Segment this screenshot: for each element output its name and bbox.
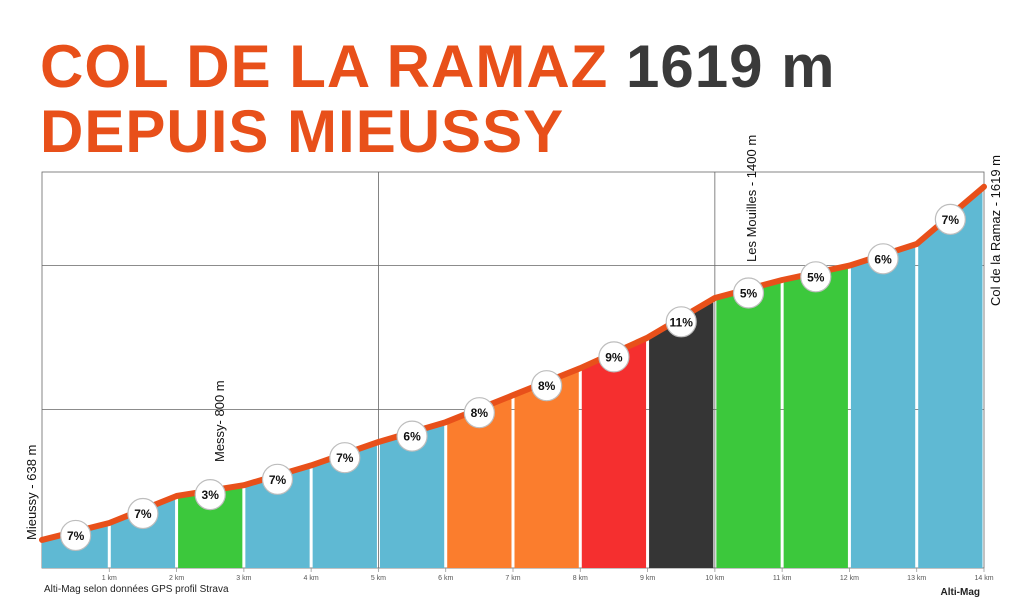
gradient-badge: 8% [463, 397, 495, 429]
gradient-badge-circle [60, 519, 92, 552]
col-name: COL DE LA RAMAZ [40, 33, 609, 100]
landmark-label: Les Mouilles - 1400 m [744, 135, 759, 262]
gradient-badge: 7% [329, 442, 361, 474]
segment-bar [379, 422, 445, 568]
segment-bar [649, 298, 714, 568]
gradient-badge: 7% [127, 497, 159, 530]
gradient-badge-circle [598, 341, 630, 373]
x-tick-label: 10 km [705, 575, 724, 582]
gradient-badge-circle [194, 479, 226, 511]
x-tick-label: 4 km [304, 575, 319, 582]
gradient-badge: 3% [194, 479, 226, 511]
segment-bar [514, 368, 579, 568]
x-tick-label: 7 km [505, 575, 520, 582]
x-tick-label: 9 km [640, 575, 655, 582]
gradient-label: 6% [874, 252, 892, 266]
gradient-badge: 8% [531, 370, 563, 402]
gradient-badge: 9% [598, 341, 630, 373]
x-tick-label: 5 km [371, 575, 386, 582]
segment-bar [178, 485, 243, 568]
brand-mark: Alti-Mag [940, 587, 980, 598]
landmark-label: Mieussy - 638 m [24, 445, 39, 540]
gradient-badge: 6% [396, 420, 428, 452]
x-tick-label: 14 km [974, 575, 993, 582]
chart-subtitle: DEPUIS MIEUSSY [40, 98, 565, 165]
segment-bar [581, 338, 647, 568]
gradient-label: 7% [134, 507, 152, 521]
source-note: Alti-Mag selon données GPS profil Strava [44, 584, 229, 595]
x-tick-label: 13 km [907, 575, 926, 582]
gradient-badge: 11% [665, 306, 697, 338]
x-tick-label: 12 km [840, 575, 859, 582]
gradient-label: 5% [740, 287, 758, 301]
gradient-badge-circle [463, 397, 495, 429]
gradient-badge-circle [800, 261, 832, 293]
gradient-label: 11% [670, 315, 694, 329]
gradient-label: 7% [269, 473, 287, 487]
segment-bar [245, 465, 310, 568]
segment-bar [918, 188, 983, 568]
gradient-label: 9% [605, 350, 623, 364]
gradient-label: 7% [67, 529, 85, 543]
x-tick-label: 3 km [236, 575, 251, 582]
gradient-badge-circle [665, 306, 697, 338]
segment-bar [783, 265, 848, 568]
gradient-badge-circle [934, 203, 966, 235]
segment-bar [716, 280, 781, 568]
x-tick-label: 2 km [169, 575, 184, 582]
gradient-badge: 6% [867, 243, 899, 275]
x-tick-label: 1 km [102, 575, 117, 582]
gradient-badge: 7% [934, 203, 966, 235]
gradient-badge: 7% [60, 519, 92, 552]
gradient-label: 3% [202, 488, 220, 502]
segment-bar [447, 395, 512, 568]
gradient-badge-circle [867, 243, 899, 275]
gradient-badge: 5% [800, 261, 832, 293]
landmark-label: Messy- 800 m [212, 380, 227, 462]
chart-title: COL DE LA RAMAZ 1619 m [40, 32, 835, 102]
col-altitude: 1619 m [625, 33, 836, 100]
gradient-badge-circle [396, 420, 428, 452]
segment-bar [110, 496, 176, 568]
gradient-badge-circle [261, 463, 294, 495]
gradient-label: 6% [403, 430, 421, 444]
gradient-badge-circle [127, 497, 159, 530]
x-tick-label: 8 km [573, 575, 588, 582]
gradient-badge-circle [329, 442, 361, 474]
segment-bar [312, 442, 377, 568]
gradient-label: 7% [336, 451, 354, 465]
segment-bar [850, 244, 916, 569]
gradient-label: 7% [942, 213, 960, 227]
gradient-badge-circle [531, 370, 563, 402]
landmark-label: Col de la Ramaz - 1619 m [988, 155, 1003, 306]
gradient-label: 8% [471, 406, 489, 420]
x-tick-label: 6 km [438, 575, 453, 582]
gradient-badge: 7% [261, 463, 294, 495]
gradient-label: 5% [807, 270, 825, 284]
gradient-badge-circle [732, 277, 765, 309]
gradient-badge: 5% [732, 277, 765, 309]
gradient-label: 8% [538, 379, 556, 393]
x-tick-label: 11 km [773, 575, 792, 582]
